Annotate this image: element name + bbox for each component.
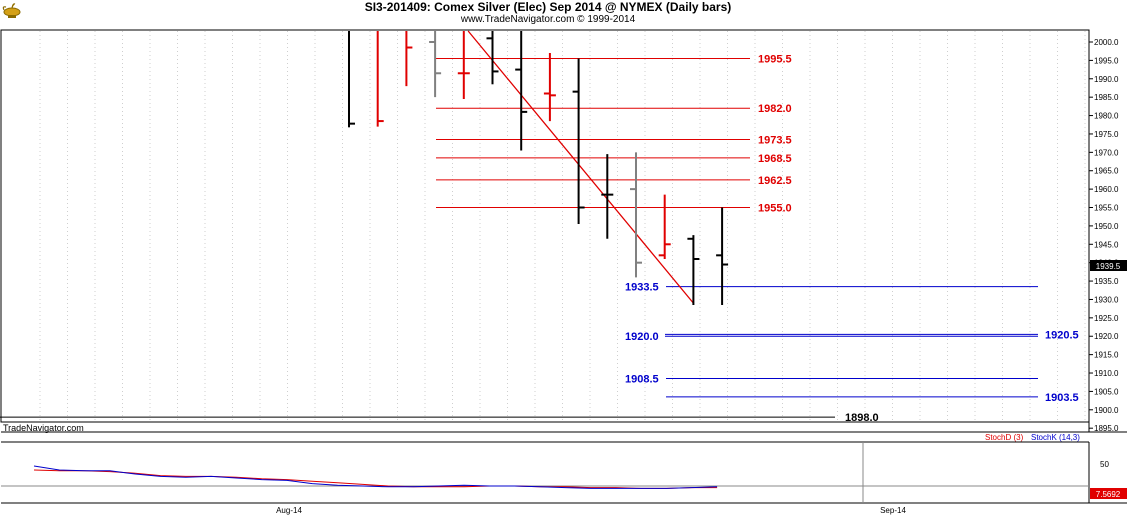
y-tick-label: 1905.0 <box>1094 387 1119 396</box>
y-tick-label: 2000.0 <box>1094 38 1119 47</box>
resistance-label: 1962.5 <box>758 175 792 187</box>
ohlc-bar <box>601 154 614 239</box>
y-tick-label: 1960.0 <box>1094 185 1119 194</box>
y-tick-label: 1955.0 <box>1094 204 1119 213</box>
y-tick-label: 1930.0 <box>1094 295 1119 304</box>
ohlc-bar <box>716 207 729 305</box>
ohlc-bars <box>348 31 729 305</box>
grid <box>39 31 1086 421</box>
y-tick-label: 1995.0 <box>1094 56 1119 65</box>
indicator-tick-50: 50 <box>1100 460 1109 469</box>
y-tick-label: 1950.0 <box>1094 222 1119 231</box>
support-label: 1908.5 <box>625 374 659 386</box>
indicator-last-value: 7.5692 <box>1096 490 1121 499</box>
x-label-aug: Aug-14 <box>276 506 302 515</box>
indicator-last-value-marker: 7.5692 <box>1090 488 1127 499</box>
support-label: 1920.0 <box>625 331 659 343</box>
resistance-label: 1955.0 <box>758 203 792 215</box>
ohlc-bar <box>376 31 384 127</box>
ohlc-bar <box>486 31 499 85</box>
y-tick-label: 1925.0 <box>1094 314 1119 323</box>
ohlc-bar <box>658 194 671 260</box>
y-tick-label: 1945.0 <box>1094 240 1119 249</box>
indicator-series-line <box>33 465 718 489</box>
price-axis: 2000.0 1995.0 1990.0 1985.0 1980.0 1975.0 1970… <box>1089 38 1119 433</box>
y-tick-label: 1920.0 <box>1094 332 1119 341</box>
legend-stochd: StochD (3) <box>985 433 1024 442</box>
watermark-text: TradeNavigator.com <box>3 423 84 433</box>
support-label: 1898.0 <box>845 412 879 424</box>
y-tick-label: 1990.0 <box>1094 75 1119 84</box>
ohlc-bar <box>429 31 442 98</box>
trade-navigator-genie-lamp-icon <box>2 1 22 19</box>
support-label: 1903.5 <box>1045 392 1079 404</box>
y-tick-label: 1895.0 <box>1094 424 1119 433</box>
last-price-marker: 1939.5 <box>1090 260 1127 271</box>
trendline <box>467 30 694 304</box>
price-pane-frame <box>0 29 1090 423</box>
y-tick-label: 1975.0 <box>1094 130 1119 139</box>
ohlc-bar <box>515 31 528 151</box>
y-tick-label: 1980.0 <box>1094 112 1119 121</box>
indicator-lines <box>33 465 718 489</box>
ohlc-bar <box>457 31 470 100</box>
chart-subtitle: www.TradeNavigator.com © 1999-2014 <box>460 14 636 25</box>
y-tick-label: 1935.0 <box>1094 277 1119 286</box>
support-label: 1920.5 <box>1045 329 1079 341</box>
title-bar <box>0 0 1127 22</box>
chart-title: SI3-201409: Comex Silver (Elec) Sep 2014… <box>365 0 732 14</box>
y-tick-label: 1900.0 <box>1094 406 1119 415</box>
indicator-series-line <box>33 469 718 489</box>
ohlc-bar <box>348 31 355 128</box>
y-tick-label: 1970.0 <box>1094 148 1119 157</box>
legend-stochk: StochK (14,3) <box>1031 433 1080 442</box>
support-label: 1933.5 <box>625 282 659 294</box>
ohlc-bar <box>405 31 413 87</box>
x-label-sep: Sep-14 <box>880 506 906 515</box>
price-levels: 1995.5 1982.0 1973.5 1968.5 1962.5 1955.0 1933… <box>0 54 1079 424</box>
y-tick-label: 1910.0 <box>1094 369 1119 378</box>
ohlc-bar <box>630 152 642 278</box>
trendline-layer <box>467 30 694 304</box>
last-price-label: 1939.5 <box>1096 262 1121 271</box>
resistance-label: 1973.5 <box>758 134 792 146</box>
indicator-grid <box>1 442 1089 503</box>
resistance-label: 1982.0 <box>758 103 792 115</box>
resistance-label: 1995.5 <box>758 54 792 66</box>
y-tick-label: 1985.0 <box>1094 93 1119 102</box>
y-tick-label: 1965.0 <box>1094 167 1119 176</box>
ohlc-bar <box>687 235 700 305</box>
y-tick-label: 1915.0 <box>1094 351 1119 360</box>
ohlc-bar <box>572 58 585 225</box>
ohlc-bar <box>543 53 556 122</box>
resistance-label: 1968.5 <box>758 153 792 165</box>
